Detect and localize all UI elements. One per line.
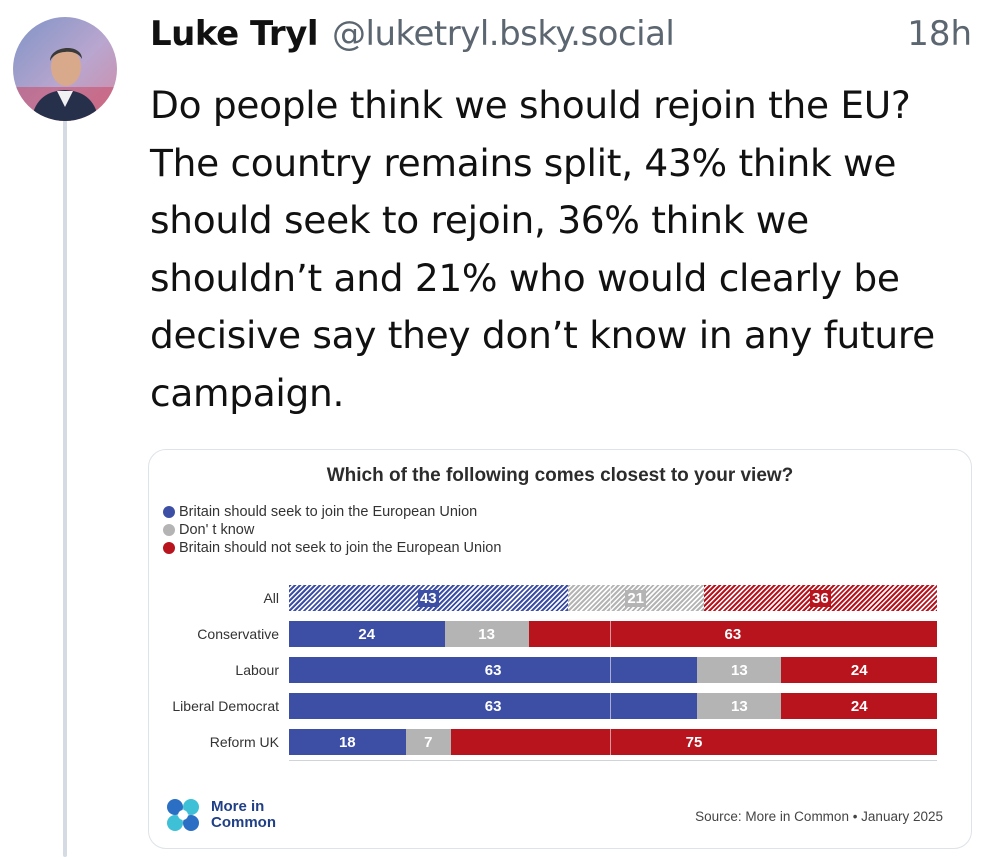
bar-segment-join: 63 (289, 657, 698, 683)
bar-segment-not-join: 63 (528, 621, 937, 647)
thread-line (63, 118, 67, 857)
data-label: 7 (424, 733, 433, 751)
bar-all: 43 21 36 (289, 585, 937, 611)
data-label: 21 (625, 589, 646, 607)
row-label-liberal-democrat: Liberal Democrat (172, 698, 279, 714)
bar-segment-not-join: 24 (781, 693, 937, 719)
author-avatar[interactable] (13, 17, 117, 121)
chart-title: Which of the following comes closest to … (326, 465, 794, 486)
data-label: 13 (731, 661, 748, 679)
bar-segment-join: 63 (289, 693, 698, 719)
post-timestamp[interactable]: 18h (907, 14, 972, 54)
data-label: 63 (484, 697, 502, 715)
data-label: 43 (417, 589, 439, 607)
data-label: 13 (731, 697, 748, 715)
legend-label-dont-know: Don' t know (179, 522, 255, 538)
legend-label-not-join: Britain should not seek to join the Euro… (179, 540, 502, 556)
brand-line-2: Common (211, 814, 276, 831)
image-attachment[interactable]: Which of the following comes closest to … (148, 449, 972, 849)
bar-segment-not-join: 24 (781, 657, 937, 683)
row-label-conservative: Conservative (197, 626, 279, 642)
chart-midline (610, 578, 611, 756)
bar-segment-join: 18 (289, 729, 406, 755)
bar-segment-dont-know: 13 (697, 657, 782, 683)
legend-item-join: Britain should seek to join the European… (163, 503, 501, 521)
bar-conservative: 24 13 63 (289, 621, 937, 647)
bar-segment-join: 24 (289, 621, 445, 647)
chart-legend: Britain should seek to join the European… (163, 503, 501, 557)
bar-reform-uk: 18 7 75 (289, 729, 937, 755)
post-text: Do people think we should rejoin the EU?… (150, 83, 935, 415)
data-label: 63 (484, 661, 502, 679)
legend-swatch-dont-know (163, 524, 175, 536)
legend-swatch-join (163, 506, 175, 518)
author-handle[interactable]: @luketryl.bsky.social (332, 14, 675, 54)
row-label-labour: Labour (235, 662, 279, 678)
chart-baseline (289, 760, 937, 761)
bar-labour: 63 13 24 (289, 657, 937, 683)
author-name[interactable]: Luke Tryl (150, 14, 319, 54)
legend-label-join: Britain should seek to join the European… (179, 504, 478, 520)
brand-logo: More in Common (163, 795, 276, 835)
bar-segment-join: 43 (289, 585, 568, 611)
bar-segment-not-join: 36 (703, 585, 937, 611)
bar-segment-dont-know: 13 (444, 621, 529, 647)
data-label: 24 (850, 661, 868, 679)
post-header: Luke Tryl @luketryl.bsky.social 18h (150, 14, 972, 70)
avatar-photo-icon (13, 17, 117, 121)
bar-segment-not-join: 75 (450, 729, 937, 755)
chart-source: Source: More in Common • January 2025 (695, 809, 943, 824)
data-label: 36 (809, 589, 831, 607)
data-label: 24 (358, 625, 376, 643)
bar-segment-dont-know: 7 (405, 729, 451, 755)
more-in-common-logo-icon (167, 799, 199, 831)
legend-item-not-join: Britain should not seek to join the Euro… (163, 539, 501, 557)
data-label: 63 (724, 625, 742, 643)
bar-liberal-democrat: 63 13 24 (289, 693, 937, 719)
data-label: 13 (478, 625, 495, 643)
legend-item-dont-know: Don' t know (163, 521, 501, 539)
data-label: 24 (850, 697, 868, 715)
row-label-reform-uk: Reform UK (209, 734, 279, 750)
legend-swatch-not-join (163, 542, 175, 554)
brand-line-1: More in (211, 798, 265, 815)
bar-segment-dont-know: 21 (567, 585, 704, 611)
data-label: 75 (685, 733, 703, 751)
row-label-all: All (263, 590, 279, 606)
bar-segment-dont-know: 13 (697, 693, 782, 719)
data-label: 18 (338, 733, 356, 751)
